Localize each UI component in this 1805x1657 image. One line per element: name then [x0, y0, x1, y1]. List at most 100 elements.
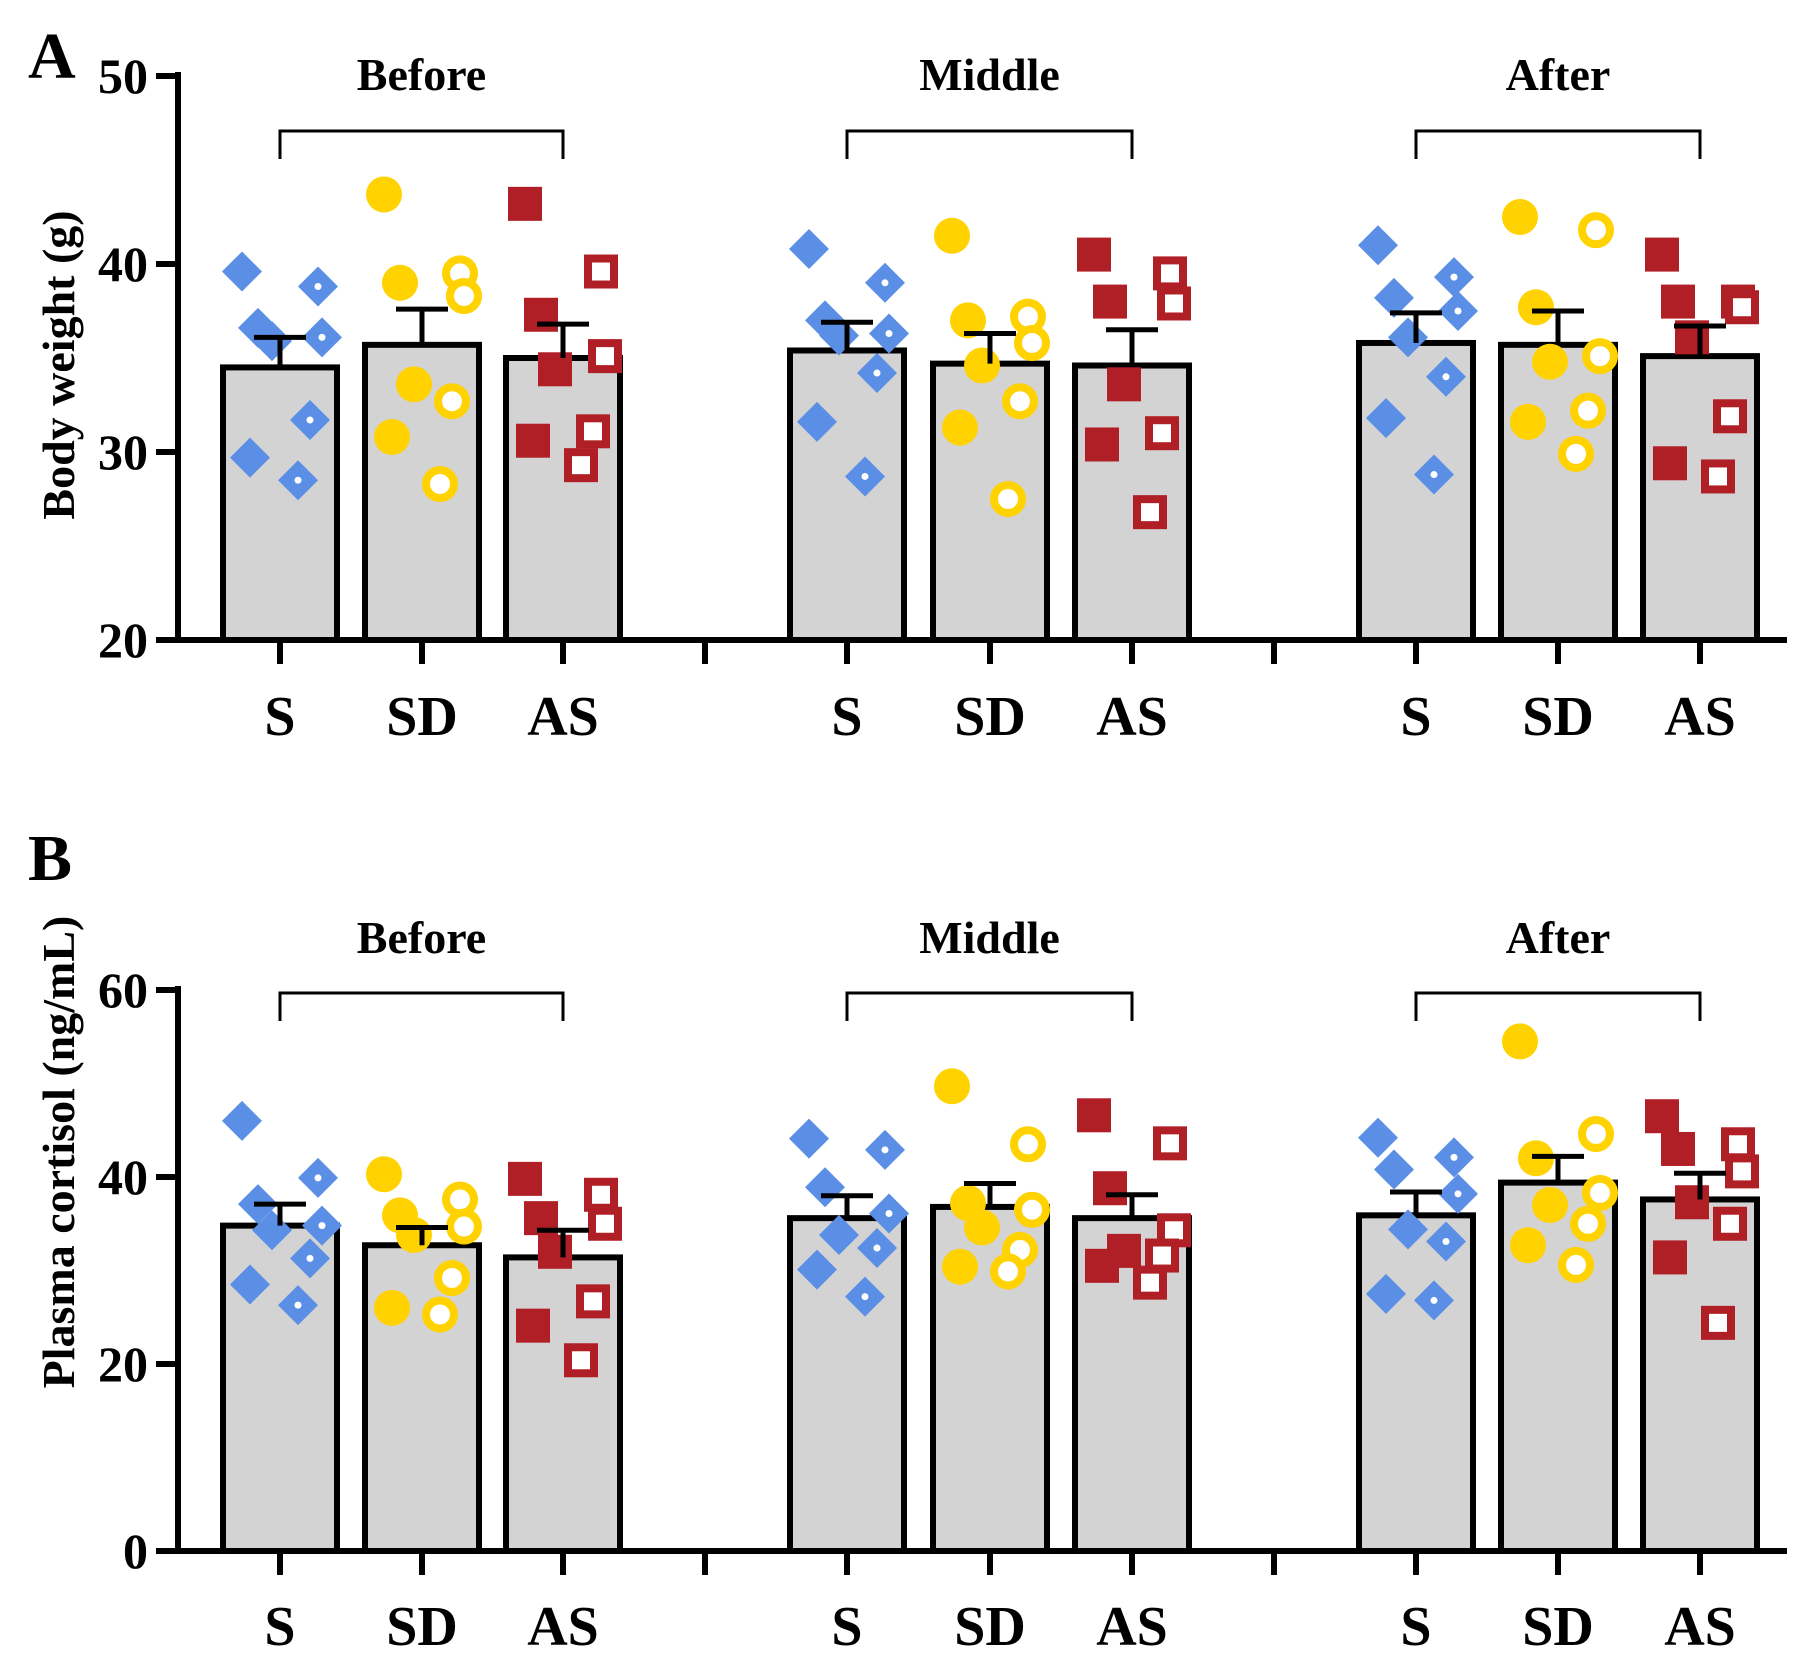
- point-s-center: [861, 1293, 869, 1301]
- x-tick-label: SD: [386, 686, 458, 748]
- point-sd: [1510, 403, 1546, 440]
- point-s-center: [314, 283, 322, 291]
- point-as: [564, 1343, 598, 1378]
- group-label-before: Before: [357, 912, 486, 963]
- point-sd: [1558, 1246, 1594, 1283]
- point-s-center: [1430, 1296, 1438, 1304]
- point-sd: [1570, 392, 1606, 429]
- x-tick-label: SD: [954, 686, 1026, 748]
- y-tick-label: 30: [98, 424, 148, 480]
- point-s: [230, 437, 270, 478]
- y-axis-label: Plasma cortisol (ng/mL): [33, 916, 84, 1389]
- y-tick-label: 60: [98, 962, 148, 1018]
- y-tick-label: 40: [98, 236, 148, 292]
- point-sd: [1582, 1174, 1618, 1211]
- point-s-center: [306, 1254, 314, 1262]
- point-as: [1725, 1154, 1759, 1189]
- point-as: [1107, 367, 1141, 402]
- group-bracket: [1414, 129, 1702, 159]
- point-s: [222, 251, 262, 292]
- point-as: [1713, 1206, 1747, 1241]
- data-points: [222, 1023, 1759, 1378]
- panel-b: B Plasma cortisol (ng/mL) 0 20 40 60 S SD AS Be…: [28, 822, 1787, 1657]
- y-tick-label: 0: [123, 1523, 148, 1579]
- point-sd: [950, 302, 986, 339]
- x-tick-label: S: [1400, 686, 1431, 748]
- point-s-center: [1450, 273, 1458, 281]
- error-bars: [254, 306, 1726, 368]
- point-s-center: [1442, 1238, 1450, 1246]
- point-as: [1725, 290, 1759, 325]
- point-s: [789, 228, 829, 269]
- y-tick-label: 50: [98, 48, 148, 104]
- x-tick-label: S: [831, 1596, 862, 1657]
- point-s: [1366, 398, 1406, 439]
- group-bracket: [1414, 991, 1702, 1021]
- point-s-center: [314, 1174, 322, 1182]
- point-sd: [942, 1248, 978, 1285]
- point-s: [1366, 1273, 1406, 1314]
- point-as: [508, 1161, 542, 1196]
- bar-before-s: [220, 364, 340, 643]
- point-sd: [396, 366, 432, 403]
- point-as: [1085, 1248, 1119, 1283]
- group-label-after: After: [1506, 912, 1611, 963]
- x-tick-label: S: [831, 686, 862, 748]
- x-tick-label: S: [264, 686, 295, 748]
- point-sd: [396, 1216, 432, 1253]
- point-as: [538, 352, 572, 387]
- axes: [156, 986, 1787, 1575]
- bar-after-sd: [1498, 341, 1618, 643]
- x-tick-label: AS: [527, 1596, 599, 1657]
- point-sd: [934, 217, 970, 254]
- point-sd: [366, 176, 402, 213]
- point-sd: [990, 1253, 1026, 1290]
- point-as: [1157, 286, 1191, 321]
- group-label-before: Before: [357, 49, 486, 100]
- point-s-center: [873, 369, 881, 377]
- point-sd: [374, 1289, 410, 1326]
- x-tick-label: SD: [1522, 1596, 1594, 1657]
- point-sd: [1582, 338, 1618, 375]
- group-label-after: After: [1506, 49, 1611, 100]
- x-tick-label: SD: [1522, 686, 1594, 748]
- point-s: [1374, 1149, 1414, 1190]
- point-as: [1661, 284, 1695, 319]
- point-s: [230, 1264, 270, 1305]
- x-tick-label: SD: [386, 1596, 458, 1657]
- point-as: [1133, 495, 1167, 530]
- point-as: [1077, 237, 1111, 272]
- point-s: [805, 1167, 845, 1208]
- point-s-center: [1454, 1190, 1462, 1198]
- point-sd: [366, 1156, 402, 1193]
- point-s-center: [1442, 373, 1450, 381]
- group-bracket: [278, 129, 565, 159]
- panel-label: B: [28, 822, 72, 895]
- axes: [156, 72, 1787, 664]
- point-as: [508, 186, 542, 221]
- point-as: [1653, 446, 1687, 481]
- point-as: [1701, 459, 1735, 494]
- point-as: [1133, 1265, 1167, 1300]
- point-sd: [1532, 343, 1568, 380]
- point-as: [564, 448, 598, 483]
- point-as: [1085, 427, 1119, 462]
- bars: [220, 1179, 1760, 1555]
- x-tick-label: SD: [954, 1596, 1026, 1657]
- point-sd: [1010, 1126, 1046, 1163]
- group-bracket: [278, 991, 565, 1021]
- point-s-center: [1450, 1153, 1458, 1161]
- x-tick-label: AS: [1664, 686, 1736, 748]
- point-sd: [1014, 324, 1050, 361]
- point-as: [516, 1308, 550, 1343]
- point-sd: [1558, 435, 1594, 472]
- point-as: [1153, 256, 1187, 291]
- point-as: [576, 414, 610, 449]
- y-axis-label: Body weight (g): [33, 210, 84, 519]
- point-sd: [446, 277, 482, 314]
- point-sd: [1518, 289, 1554, 326]
- x-tick-label: AS: [1664, 1596, 1736, 1657]
- point-as: [576, 1284, 610, 1319]
- y-tick-label: 20: [98, 612, 148, 668]
